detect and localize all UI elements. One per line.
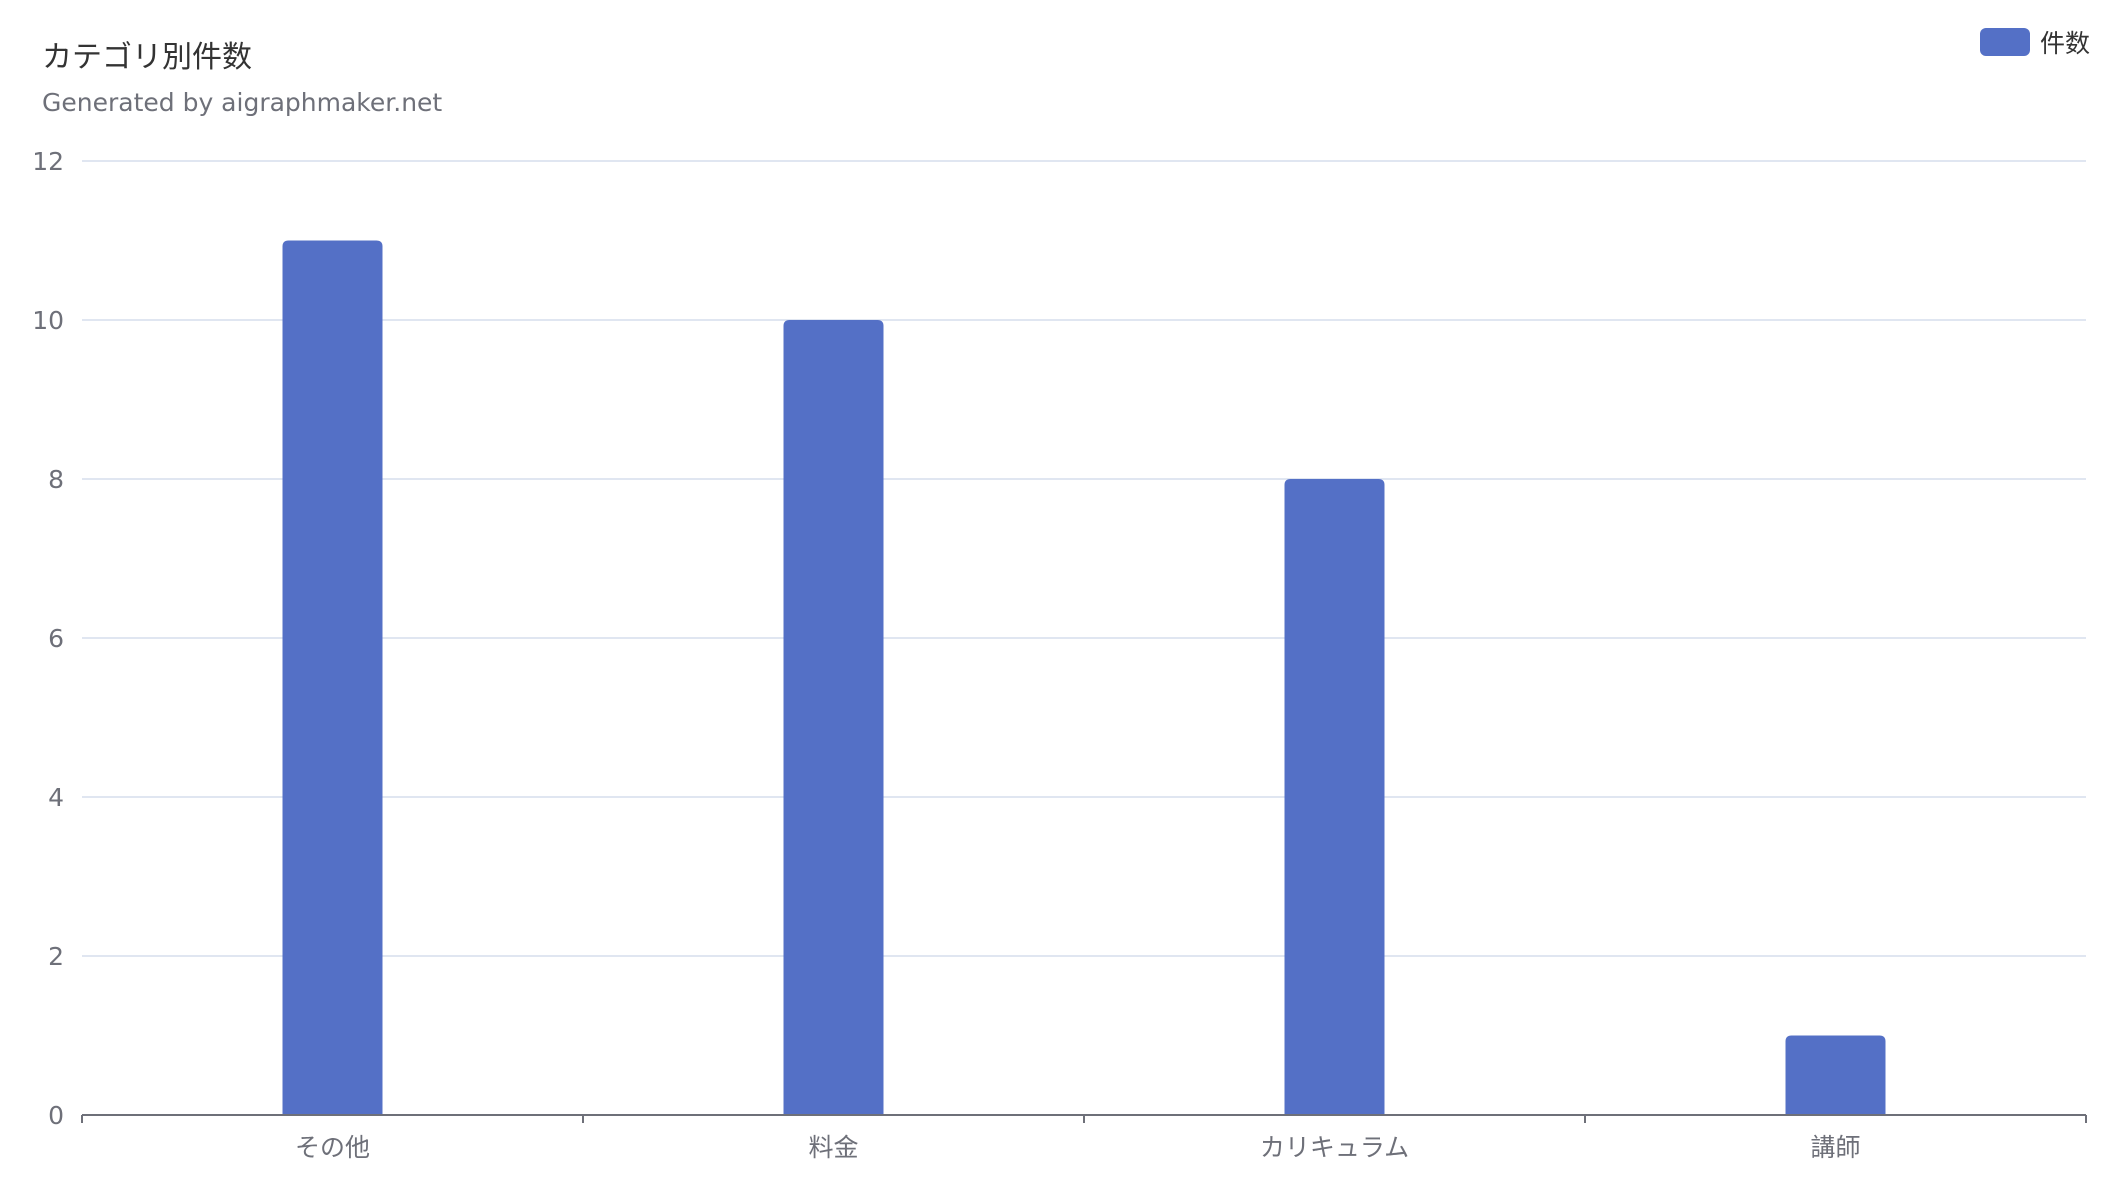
x-tick-label: カリキュラム [1260, 1133, 1409, 1162]
y-tick-label: 10 [32, 306, 64, 335]
chart-title: カテゴリ別件数 [42, 40, 252, 75]
x-tick-label: 講師 [1810, 1133, 1860, 1162]
y-tick-label: 12 [32, 147, 64, 176]
x-tick-label: その他 [295, 1133, 370, 1162]
chart-subtitle: Generated by aigraphmaker.net [42, 88, 443, 117]
axis-layer: 0 2 4 6 8 10 12 その他 料金 カリキュラム 講師 [32, 147, 2087, 1162]
bar[interactable] [1284, 479, 1385, 1115]
bar[interactable] [783, 320, 884, 1115]
x-tick-label: 料金 [808, 1133, 858, 1162]
bar[interactable] [282, 240, 383, 1116]
grid-layer [82, 160, 2086, 957]
y-tick-label: 8 [48, 465, 64, 494]
y-tick-label: 6 [48, 624, 64, 653]
legend-label: 件数 [2039, 29, 2090, 58]
legend[interactable]: 件数 [1979, 24, 2090, 60]
legend-swatch [1979, 28, 2030, 56]
bar[interactable] [1785, 1035, 1886, 1116]
bar-layer [282, 240, 1886, 1116]
y-tick-label: 0 [48, 1101, 64, 1130]
y-tick-label: 4 [48, 783, 64, 812]
y-tick-label: 2 [48, 942, 64, 971]
